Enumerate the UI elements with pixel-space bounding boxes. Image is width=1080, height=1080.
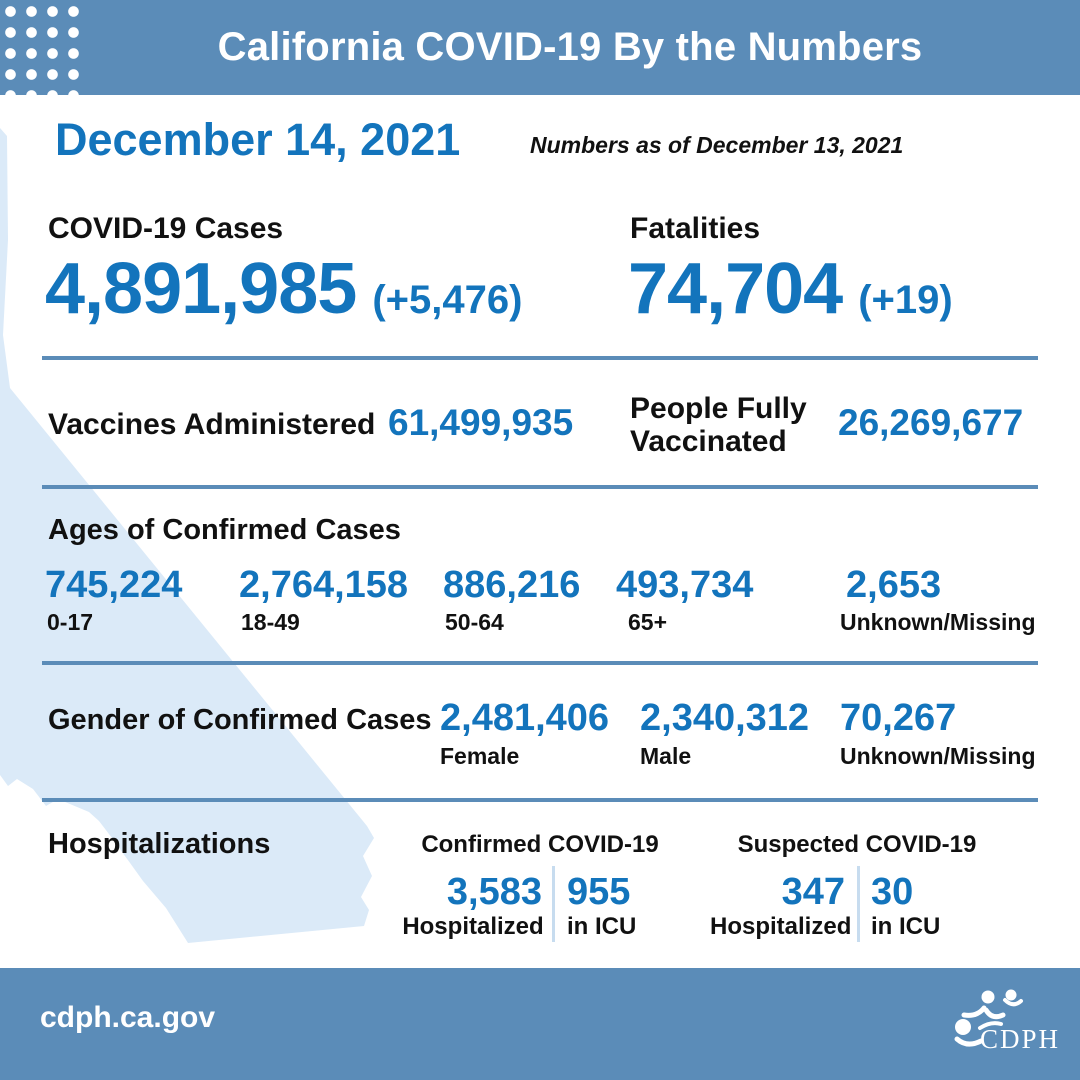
website-url: cdph.ca.gov bbox=[40, 1001, 216, 1034]
suspected-hospitalized-value: 347 bbox=[781, 871, 845, 913]
gender-group-label: Female bbox=[440, 743, 520, 769]
divider bbox=[42, 485, 1038, 489]
confirmed-hospitalized-value: 3,583 bbox=[446, 871, 542, 913]
gender-group-label: Male bbox=[640, 743, 692, 769]
cdph-logo-icon: CDPH bbox=[954, 989, 1060, 1054]
fatalities-label: Fatalities bbox=[630, 212, 761, 245]
cases-value: 4,891,985 bbox=[45, 249, 357, 329]
fatalities-value-row: 74,704 (+19) bbox=[628, 250, 953, 328]
column-divider bbox=[552, 866, 555, 942]
gender-group-value: 2,340,312 bbox=[640, 697, 810, 739]
as-of-note: Numbers as of December 13, 2021 bbox=[530, 132, 904, 158]
cases-change: (+5,476) bbox=[372, 278, 523, 322]
age-group-value: 745,224 bbox=[45, 564, 183, 606]
age-group-value: 2,764,158 bbox=[239, 564, 409, 606]
fully-vaccinated-value: 26,269,677 bbox=[838, 402, 1024, 443]
fatalities-value: 74,704 bbox=[628, 249, 843, 329]
divider bbox=[42, 356, 1038, 360]
gender-group-value: 2,481,406 bbox=[440, 697, 610, 739]
hospitalizations-section-title: Hospitalizations bbox=[48, 828, 271, 860]
cdph-logo-text: CDPH bbox=[980, 1024, 1060, 1054]
age-group-value: 886,216 bbox=[443, 564, 581, 606]
cases-label: COVID-19 Cases bbox=[48, 212, 284, 245]
confirmed-icu-label: in ICU bbox=[567, 913, 637, 940]
age-group-value: 2,653 bbox=[846, 564, 942, 606]
page-title: California COVID-19 By the Numbers bbox=[217, 25, 923, 69]
gender-group-value: 70,267 bbox=[840, 697, 957, 739]
fully-vaccinated-label: People Fully Vaccinated bbox=[630, 392, 807, 458]
divider bbox=[42, 661, 1038, 665]
header-band: California COVID-19 By the Numbers bbox=[0, 0, 1080, 95]
confirmed-hospitalized-label: Hospitalized bbox=[402, 913, 544, 940]
cases-value-row: 4,891,985 (+5,476) bbox=[45, 250, 522, 328]
age-group-label: 65+ bbox=[628, 609, 668, 635]
vaccines-administered-value: 61,499,935 bbox=[388, 402, 574, 443]
gender-section-title: Gender of Confirmed Cases bbox=[48, 704, 432, 736]
fully-vaccinated-label-line2: Vaccinated bbox=[630, 425, 787, 458]
age-group-label: 18-49 bbox=[241, 609, 300, 635]
age-group-label: 50-64 bbox=[445, 609, 504, 635]
fatalities-change: (+19) bbox=[858, 278, 953, 322]
column-divider bbox=[857, 866, 860, 942]
ages-section-title: Ages of Confirmed Cases bbox=[48, 514, 401, 546]
footer-band: cdph.ca.gov CDPH bbox=[0, 968, 1080, 1080]
age-group-value: 493,734 bbox=[616, 564, 754, 606]
divider bbox=[42, 798, 1038, 802]
suspected-hospitalized-label: Hospitalized bbox=[710, 913, 852, 940]
suspected-icu-value: 30 bbox=[871, 871, 914, 913]
age-group-label: Unknown/Missing bbox=[840, 609, 1036, 635]
fully-vaccinated-label-line1: People Fully bbox=[630, 392, 807, 425]
suspected-icu-label: in ICU bbox=[871, 913, 941, 940]
confirmed-covid-header: Confirmed COVID-19 bbox=[421, 831, 659, 858]
dot-grid-pattern-icon bbox=[0, 1, 84, 95]
suspected-covid-header: Suspected COVID-19 bbox=[737, 831, 977, 858]
report-date: December 14, 2021 bbox=[55, 114, 461, 165]
age-group-label: 0-17 bbox=[47, 609, 94, 635]
confirmed-icu-value: 955 bbox=[567, 871, 631, 913]
gender-group-label: Unknown/Missing bbox=[840, 743, 1036, 769]
vaccines-administered-label: Vaccines Administered bbox=[48, 408, 376, 441]
